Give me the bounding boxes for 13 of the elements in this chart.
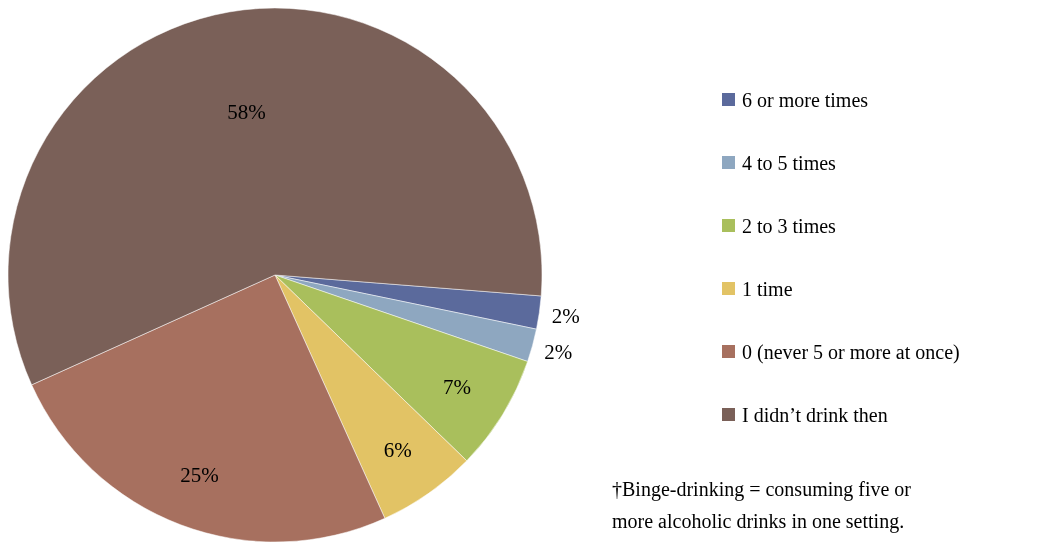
legend-label: 2 to 3 times [742,215,837,237]
data-label: 2% [544,340,573,365]
legend-label: I didn’t drink then [742,404,888,426]
data-label: 58% [227,99,266,124]
data-label: 6% [383,437,412,462]
legend-label: 6 or more times [742,89,869,111]
data-label: 2% [551,304,580,329]
data-label: 7% [443,374,472,399]
text: †Binge-drinking = consuming five or more alcoholic drinks in one setting. [612,478,912,533]
legend-label: 0 (never 5 or more at once) [742,341,960,364]
legend-label: 1 time [742,278,793,300]
data-label: 25% [180,462,219,487]
legend-label: 4 to 5 times [742,152,837,174]
